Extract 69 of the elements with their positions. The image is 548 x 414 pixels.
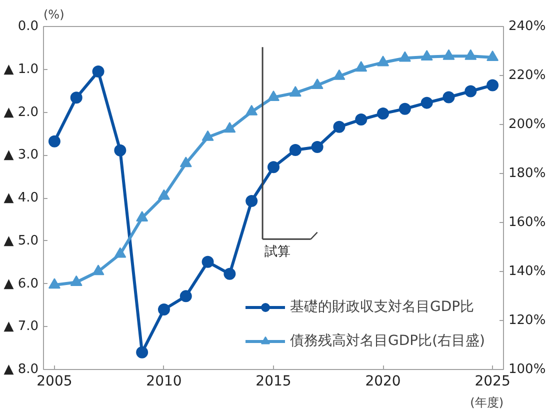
- point: [289, 86, 302, 97]
- point: [333, 69, 346, 80]
- legend-label: 債務残高対名目GDP比(右目盛): [290, 332, 485, 350]
- point: [333, 120, 346, 133]
- y-tick-label: ▲ 5.0: [4, 233, 39, 248]
- point: [158, 303, 170, 316]
- point: [136, 210, 148, 222]
- y2-tick-label: 140%: [508, 264, 546, 279]
- point: [464, 85, 477, 98]
- y-tick-label: ▲ 4.0: [4, 190, 39, 206]
- point: [311, 78, 324, 89]
- point: [224, 122, 236, 133]
- y2-tick-label: 200%: [508, 117, 546, 132]
- legend-label: 基礎的財政収支対名目GDP比: [290, 298, 474, 316]
- point: [70, 92, 82, 104]
- x-tick-label: 2015: [256, 374, 292, 390]
- point: [420, 50, 433, 61]
- y-tick-label: ▲ 6.0: [4, 276, 39, 292]
- point: [442, 91, 455, 104]
- point: [355, 114, 368, 126]
- y2-tick-label: 120%: [508, 313, 546, 328]
- point: [136, 346, 148, 358]
- point: [398, 102, 411, 115]
- point: [202, 256, 214, 268]
- y-tick-label: 0.0: [18, 19, 39, 34]
- ref-line-label: 試算: [264, 244, 291, 260]
- x-tick-label: 2005: [36, 374, 72, 390]
- point: [180, 156, 192, 168]
- y-tick-label: ▲ 1.0: [4, 62, 39, 77]
- y2-tick-label: 160%: [508, 215, 546, 230]
- point: [486, 79, 499, 92]
- x-tick-label: 2025: [474, 374, 510, 390]
- point: [48, 278, 60, 289]
- point: [246, 195, 258, 207]
- point: [246, 104, 258, 116]
- x-axis-title: (年度): [470, 396, 504, 410]
- point: [268, 161, 280, 174]
- y2-tick-label: 240%: [508, 19, 546, 34]
- y-tick-label: ▲ 7.0: [4, 319, 39, 334]
- y-tick-label: ▲ 8.0: [4, 362, 39, 377]
- point: [486, 50, 499, 62]
- point: [377, 108, 390, 120]
- y-tick-label: ▲ 2.0: [4, 104, 39, 120]
- point: [311, 140, 324, 153]
- y2-tick-label: 180%: [508, 166, 546, 181]
- point: [377, 56, 390, 66]
- x-tick-label: 2010: [146, 374, 182, 390]
- point: [114, 144, 126, 156]
- point: [355, 61, 368, 72]
- point: [202, 130, 214, 141]
- x-tick-label: 2020: [365, 374, 401, 390]
- point: [398, 51, 411, 62]
- point: [70, 275, 82, 286]
- point: [158, 189, 170, 200]
- y2-tick-label: 100%: [508, 362, 546, 377]
- point: [224, 268, 236, 280]
- y-axis-title: (%): [44, 8, 64, 22]
- point: [289, 144, 302, 156]
- y-tick-label: ▲ 3.0: [4, 148, 39, 163]
- point: [180, 290, 192, 302]
- point: [92, 264, 104, 276]
- point: [464, 49, 477, 60]
- point: [442, 49, 455, 60]
- point: [92, 66, 104, 78]
- point: [420, 96, 433, 109]
- point: [48, 135, 60, 148]
- point: [268, 90, 280, 101]
- point: [114, 247, 126, 258]
- y2-tick-label: 220%: [508, 68, 546, 83]
